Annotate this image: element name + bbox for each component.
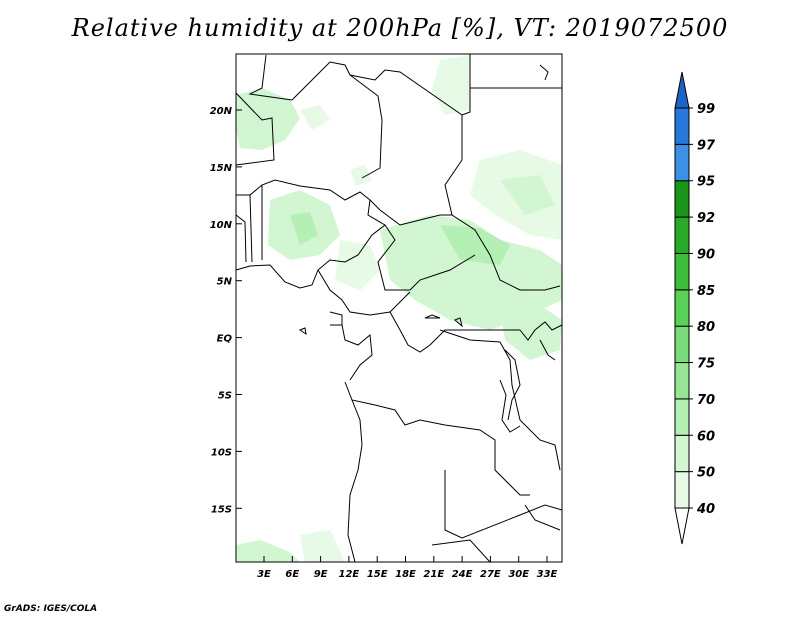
colorbar-label: 95 bbox=[697, 175, 715, 190]
lat-label: 5N bbox=[217, 277, 233, 288]
lat-label: 15S bbox=[211, 504, 232, 515]
lat-label: 10N bbox=[210, 220, 233, 231]
colorbar-label: 40 bbox=[696, 502, 715, 517]
colorbar-label: 85 bbox=[697, 284, 715, 299]
lat-label: 20N bbox=[210, 106, 233, 117]
colorbar-label: 75 bbox=[697, 357, 715, 372]
colorbar-segment bbox=[674, 180, 690, 218]
colorbar: 40 50 60 70 75 80 85 90 92 95 97 99 bbox=[674, 71, 716, 545]
colorbar-min-triangle bbox=[674, 507, 690, 545]
lon-label: 21E bbox=[423, 569, 444, 580]
lat-label: EQ bbox=[217, 334, 233, 345]
map-frame bbox=[235, 53, 563, 563]
lon-label: 33E bbox=[537, 569, 558, 580]
lat-label: 10S bbox=[211, 447, 232, 458]
colorbar-label: 90 bbox=[697, 247, 715, 262]
lon-label: 15E bbox=[367, 569, 388, 580]
colorbar-max-triangle bbox=[674, 71, 690, 109]
latitude-axis: 20N 15N 10N 5N EQ 5S 10S 15S bbox=[210, 106, 242, 515]
colorbar-segment bbox=[674, 107, 690, 145]
colorbar-label: 50 bbox=[697, 466, 715, 481]
colorbar-segment bbox=[674, 434, 690, 473]
colorbar-segment bbox=[674, 362, 690, 400]
lon-label: 24E bbox=[452, 569, 473, 580]
humidity-shading bbox=[236, 55, 562, 562]
longitude-axis: 3E 6E 9E 12E 15E 18E 21E 24E 27E 30E 33E bbox=[257, 556, 558, 580]
lon-label: 30E bbox=[508, 569, 529, 580]
grads-credit: GrADS: IGES/COLA bbox=[4, 604, 98, 614]
colorbar-label: 70 bbox=[697, 393, 715, 408]
colorbar-segment bbox=[674, 289, 690, 327]
colorbar-label: 97 bbox=[697, 138, 716, 153]
lon-label: 6E bbox=[285, 569, 299, 580]
colorbar-segment bbox=[674, 325, 690, 364]
lon-label: 3E bbox=[257, 569, 271, 580]
colorbar-segment bbox=[674, 398, 690, 436]
lat-label: 5S bbox=[218, 391, 232, 402]
lon-label: 9E bbox=[314, 569, 328, 580]
colorbar-segment bbox=[674, 216, 690, 254]
colorbar-segment bbox=[674, 471, 690, 509]
lon-label: 27E bbox=[480, 569, 501, 580]
colorbar-label: 60 bbox=[697, 429, 715, 444]
colorbar-segment bbox=[674, 252, 690, 291]
chart-title: Relative humidity at 200hPa [%], VT: 201… bbox=[71, 14, 729, 42]
colorbar-label: 92 bbox=[697, 211, 715, 226]
colorbar-label: 99 bbox=[697, 102, 715, 117]
lon-label: 18E bbox=[395, 569, 416, 580]
colorbar-segment bbox=[674, 143, 690, 182]
colorbar-label: 80 bbox=[697, 320, 715, 335]
lat-label: 15N bbox=[210, 163, 233, 174]
lon-label: 12E bbox=[339, 569, 360, 580]
country-borders bbox=[235, 54, 563, 563]
